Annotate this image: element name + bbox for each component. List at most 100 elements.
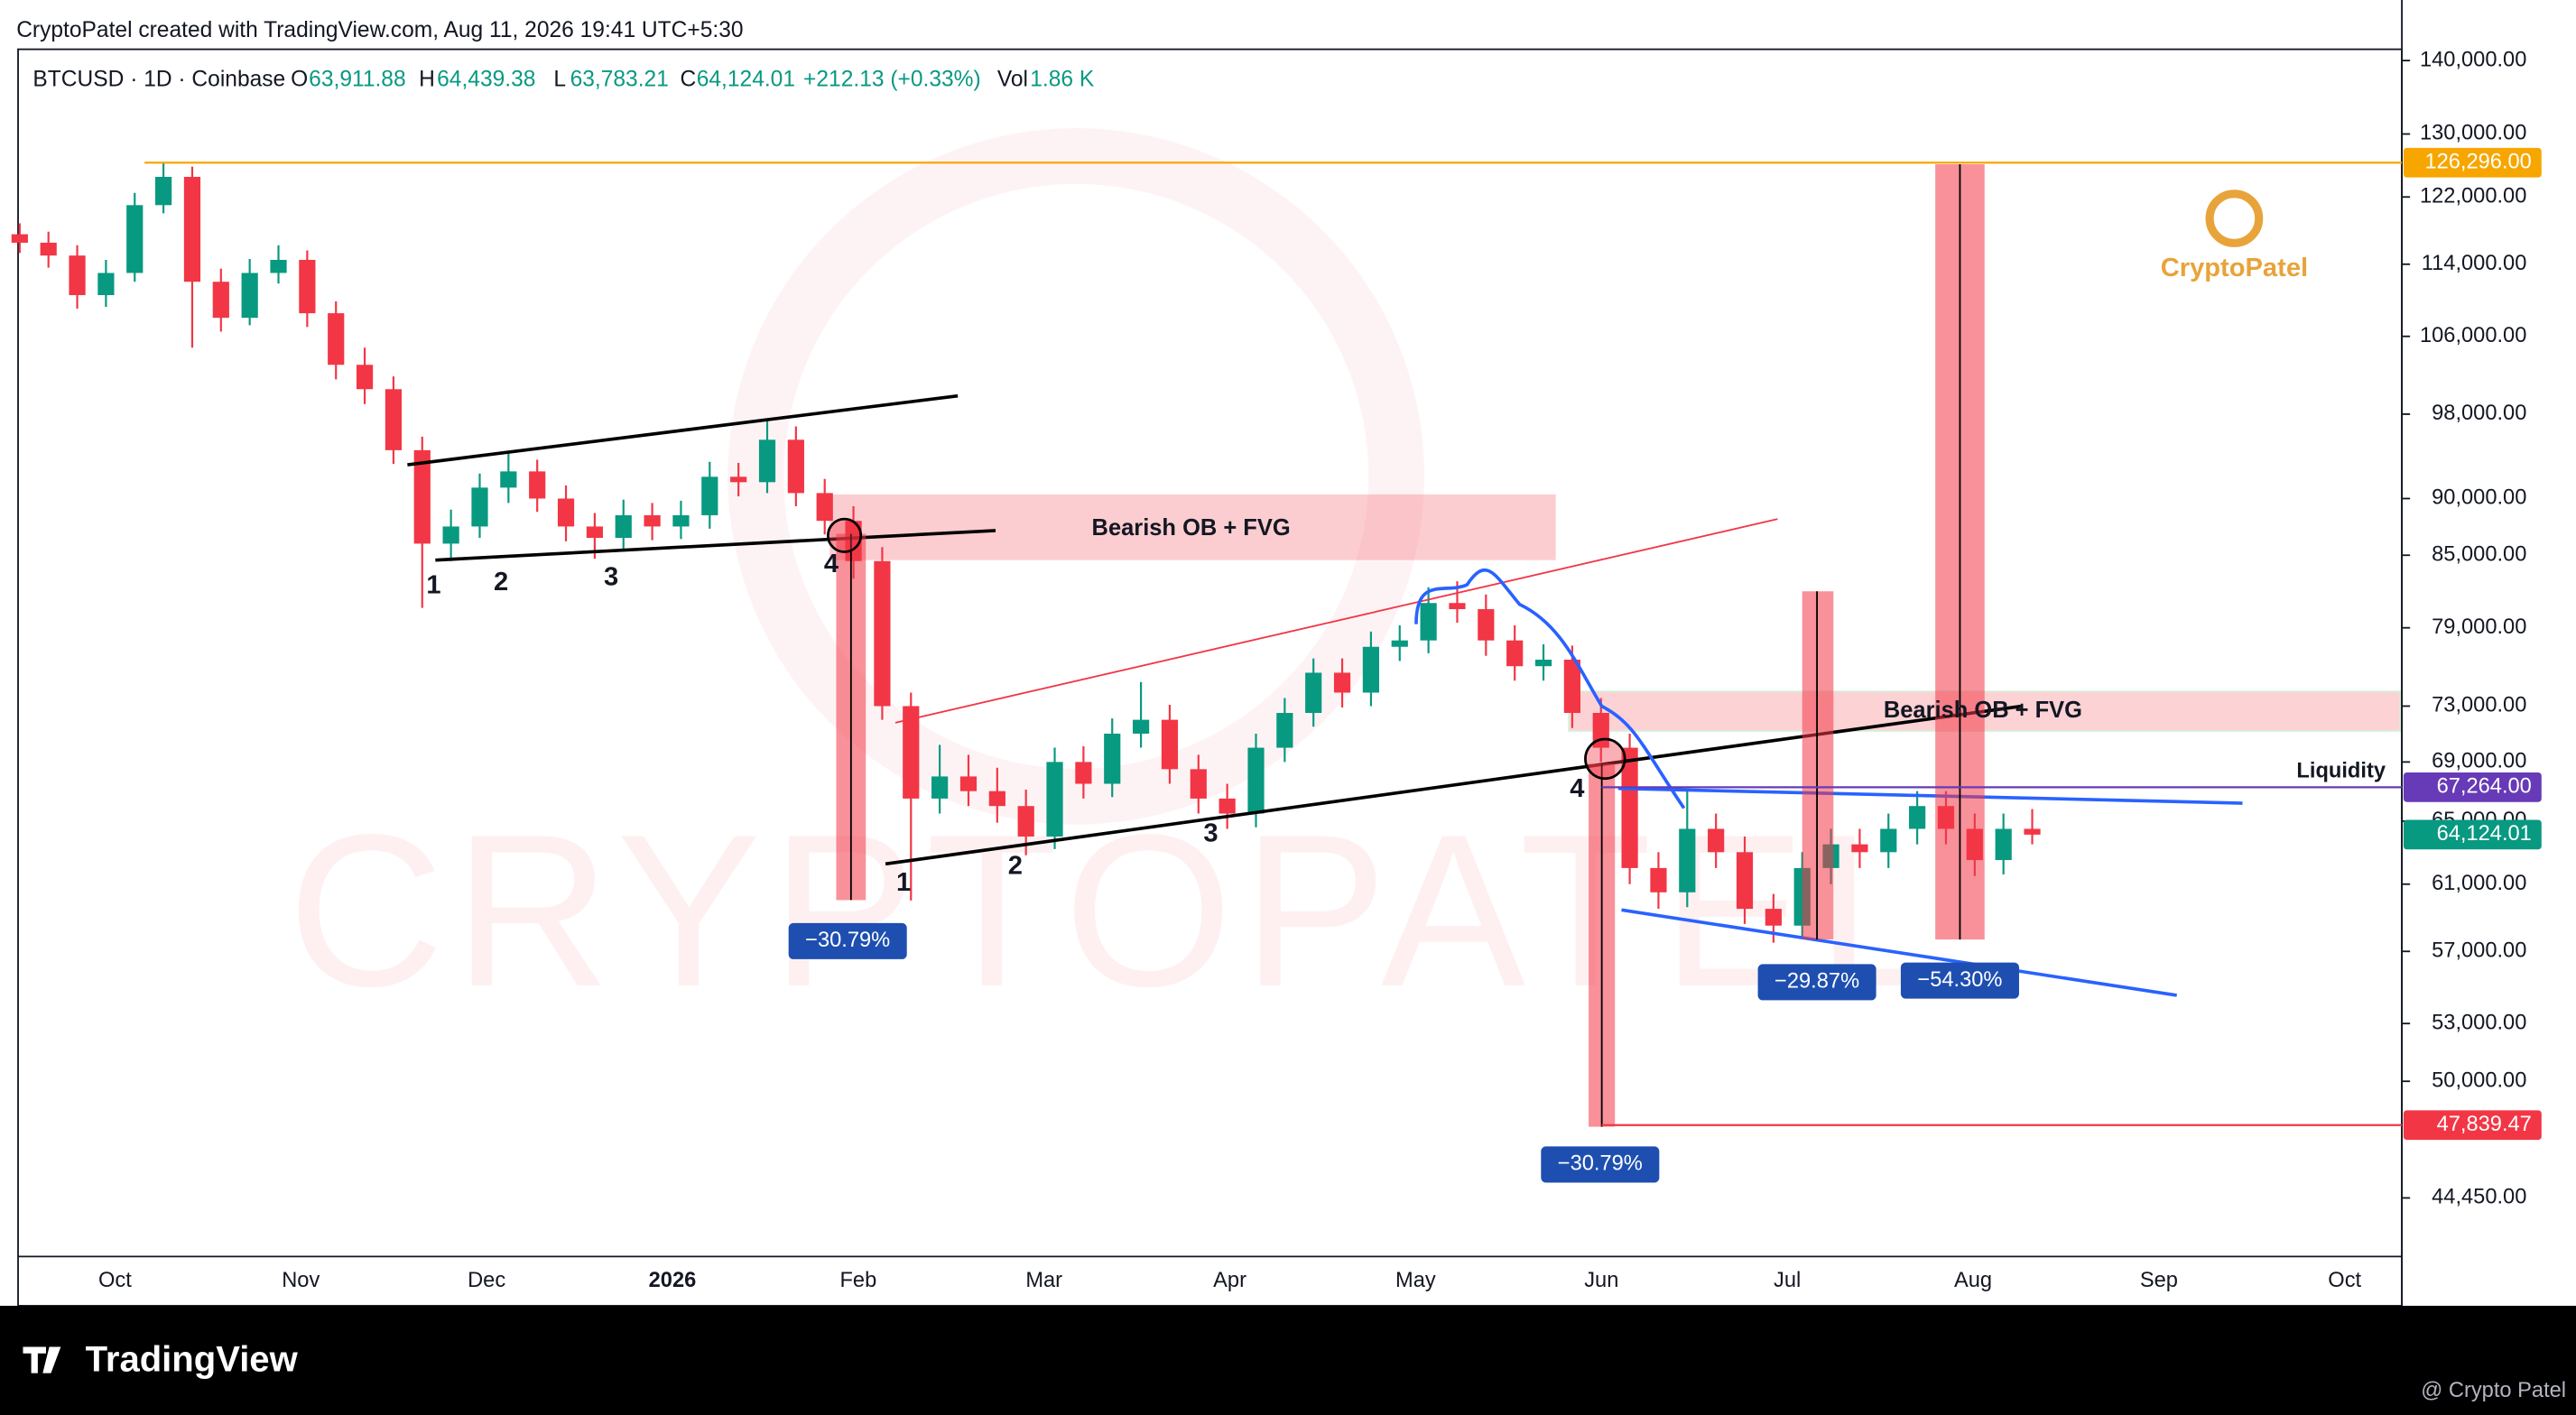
x-tick-label: Sep xyxy=(2140,1269,2178,1292)
change: +212.13 (+0.33%) xyxy=(803,68,981,92)
logo-icon xyxy=(2205,190,2264,247)
y-tick-label: 130,000.00 xyxy=(2420,122,2526,145)
y-tick-label: 98,000.00 xyxy=(2432,402,2526,425)
y-tick-label: 50,000.00 xyxy=(2432,1068,2526,1092)
candle-body xyxy=(1909,806,1926,829)
candle-body xyxy=(644,514,661,527)
y-tick-label: 114,000.00 xyxy=(2422,252,2527,275)
candle-body xyxy=(1161,719,1179,770)
x-tick-label: Nov xyxy=(282,1269,320,1292)
platform-icon xyxy=(23,1346,61,1373)
candle-body xyxy=(299,259,316,314)
candle-body xyxy=(1276,713,1293,748)
move-label: −54.30% xyxy=(1917,968,2002,992)
candle-body xyxy=(1995,828,2012,861)
candle-body xyxy=(241,273,258,319)
candle-body xyxy=(988,791,1005,807)
ohlc-key: O xyxy=(291,68,308,92)
x-tick-label: Jun xyxy=(1584,1269,1618,1292)
ohlc-value: 64,439.38 xyxy=(437,68,535,92)
move-badge xyxy=(1541,1146,1660,1183)
candle-body xyxy=(529,471,546,499)
candle-body xyxy=(1420,603,1437,641)
x-tick-label: Jul xyxy=(1774,1269,1801,1292)
y-tick-label: 61,000.00 xyxy=(2432,872,2526,895)
candle-body xyxy=(1621,747,1638,868)
candle-body xyxy=(11,234,28,243)
candle-body xyxy=(1305,672,1322,714)
channel-line xyxy=(894,518,1778,724)
candle-body xyxy=(1736,852,1754,910)
candle-body xyxy=(816,493,833,522)
price-badge xyxy=(2403,147,2542,178)
move-label: −29.87% xyxy=(1774,970,1859,994)
wave-label: 2 xyxy=(494,568,508,597)
author: @ Crypto Patel xyxy=(2421,1379,2566,1402)
move-label: −30.79% xyxy=(805,929,890,952)
candle-body xyxy=(1449,603,1466,610)
candle-body xyxy=(1679,828,1696,892)
price-badge-label: 126,296.00 xyxy=(2424,151,2531,174)
x-tick-label: Oct xyxy=(98,1269,132,1292)
candle-body xyxy=(1506,640,1524,667)
candle-body xyxy=(471,487,488,527)
footer xyxy=(0,1305,2576,1415)
x-tick-label: Mar xyxy=(1025,1269,1062,1292)
y-tick-label: 44,450.00 xyxy=(2432,1186,2526,1209)
price-badge-label: 67,264.00 xyxy=(2437,775,2532,799)
candle-body xyxy=(97,273,115,296)
symbol: BTCUSD · 1D · Coinbase xyxy=(32,68,285,92)
projection-curve xyxy=(1414,568,1686,809)
x-tick-label: Aug xyxy=(1954,1269,1992,1292)
candle-body xyxy=(903,706,920,799)
wave-label: 3 xyxy=(1203,818,1218,847)
support-line xyxy=(1621,908,2177,997)
candle-body xyxy=(874,560,891,707)
wave-label: 1 xyxy=(426,570,440,599)
candle-body xyxy=(1132,719,1150,734)
move-badge xyxy=(1900,962,2019,999)
price-badge xyxy=(2403,772,2542,802)
zone-label: Bearish OB + FVG xyxy=(1092,515,1291,541)
liquidity-line xyxy=(1617,786,2243,805)
watermark-ring xyxy=(727,127,1425,825)
wave-label: 4 xyxy=(824,550,839,578)
candle-body xyxy=(500,471,517,488)
price-badge-label: 47,839.47 xyxy=(2437,1113,2532,1136)
credit: CryptoPatel created with TradingView.com… xyxy=(16,18,743,42)
wave-label: 4 xyxy=(1570,774,1585,803)
candle-body xyxy=(931,776,949,799)
candle-body xyxy=(758,439,776,483)
ohlc-value: 64,124.01 xyxy=(697,68,795,92)
candle-body xyxy=(1765,909,1782,926)
candle-body xyxy=(615,514,632,539)
candle-body xyxy=(1333,672,1351,693)
candle-body xyxy=(1708,828,1725,853)
candle-body xyxy=(183,176,201,282)
x-tick-label: May xyxy=(1395,1269,1436,1292)
candle-body xyxy=(672,514,690,527)
ohlc-key: C xyxy=(681,68,697,92)
x-tick-label: Dec xyxy=(468,1269,505,1292)
ohlc-key: H xyxy=(419,68,435,92)
zone-box xyxy=(829,494,1556,560)
ohlc-legend: O 63,911.88 H 64,439.38 L 63,783.21 C 64,124.01 xyxy=(291,68,795,92)
trend-line xyxy=(407,393,959,467)
y-tick-label: 140,000.00 xyxy=(2420,48,2526,71)
candle-body xyxy=(1247,747,1265,814)
move-badge xyxy=(788,922,907,959)
move-label: −30.79% xyxy=(1558,1152,1643,1176)
candle-body xyxy=(701,476,718,515)
candle-body xyxy=(730,476,747,483)
candle-body xyxy=(1046,762,1063,837)
y-tick-label: 106,000.00 xyxy=(2420,324,2526,347)
wave-label: 2 xyxy=(1008,852,1023,881)
touch-circle xyxy=(826,517,863,553)
candle-body xyxy=(1104,733,1121,784)
candle-body xyxy=(1880,828,1897,853)
candle-body xyxy=(1851,844,1868,853)
x-tick-label: Oct xyxy=(2328,1269,2361,1292)
candle-body xyxy=(586,526,603,539)
